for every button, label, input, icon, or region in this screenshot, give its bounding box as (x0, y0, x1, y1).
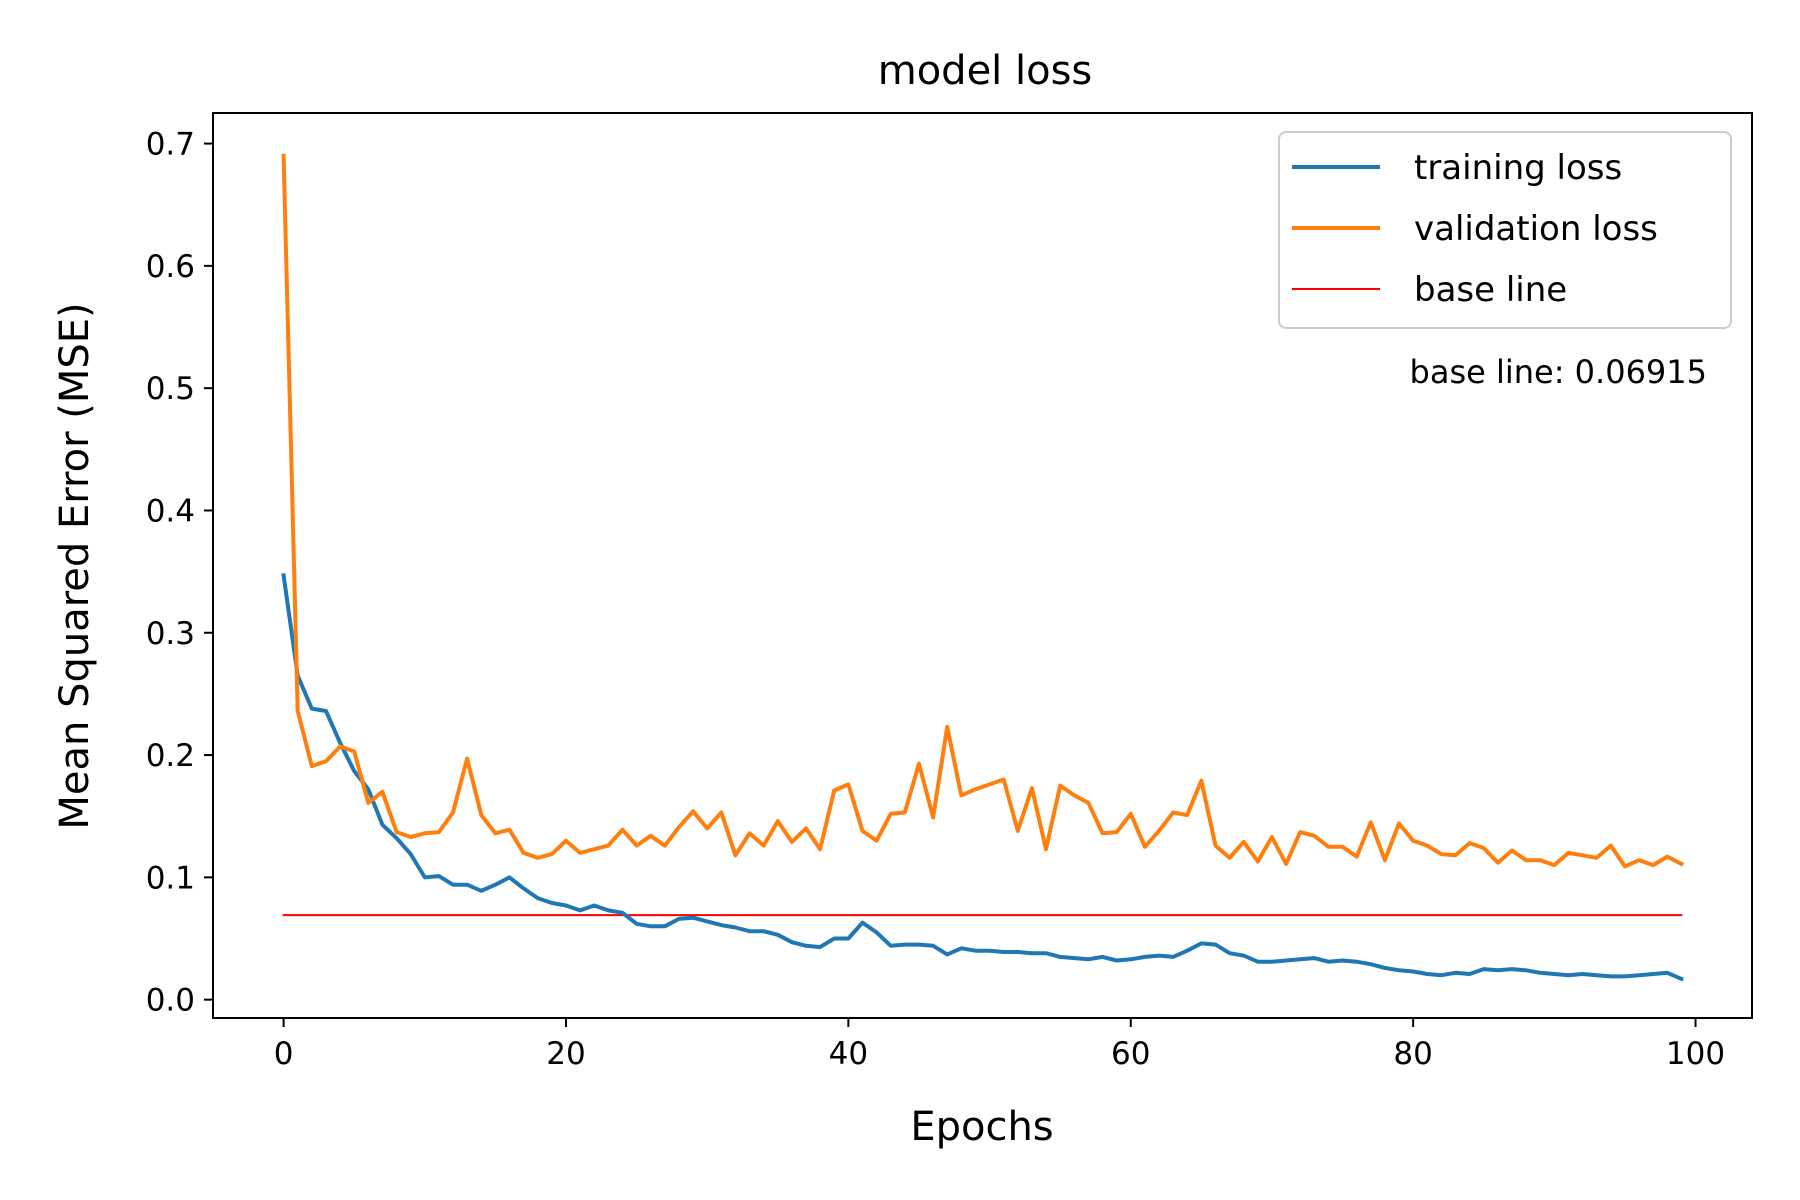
x-tick-label: 20 (546, 1036, 585, 1072)
axis-ticks: 0 20 40 60 80 100 0.0 0.1 0.2 0.3 0.4 0.5 0.6 0.7 (146, 127, 1725, 1072)
x-tick-label: 60 (1111, 1036, 1150, 1072)
y-tick-label: 0.3 (146, 616, 195, 652)
y-tick-label: 0.2 (146, 738, 195, 774)
x-tick-label: 40 (829, 1036, 868, 1072)
legend-box (1278, 131, 1732, 329)
x-tick-label: 0 (274, 1036, 294, 1072)
x-tick-label: 80 (1393, 1036, 1432, 1072)
y-tick-label: 0.5 (146, 371, 195, 407)
series-line-validation-loss (281, 153, 1685, 869)
legend: training loss validation loss base line (1278, 131, 1732, 329)
chart-title: model loss (878, 48, 1093, 94)
series-line-training-loss (281, 573, 1685, 982)
legend-label-validation: validation loss (1414, 209, 1658, 249)
y-tick-label: 0.1 (146, 860, 195, 896)
plot-area (281, 153, 1685, 982)
legend-label-training: training loss (1414, 148, 1622, 188)
y-tick-label: 0.4 (146, 493, 195, 529)
y-tick-label: 0.0 (146, 983, 195, 1019)
legend-label-baseline: base line (1414, 270, 1567, 310)
y-axis-label: Mean Squared Error (MSE) (52, 302, 98, 829)
x-axis-label: Epochs (910, 1104, 1053, 1150)
y-tick-label: 0.6 (146, 249, 195, 285)
plot-frame (212, 112, 1753, 1019)
baseline-annotation: base line: 0.06915 (1410, 353, 1707, 391)
x-tick-label: 100 (1666, 1036, 1725, 1072)
y-tick-label: 0.7 (146, 127, 195, 163)
